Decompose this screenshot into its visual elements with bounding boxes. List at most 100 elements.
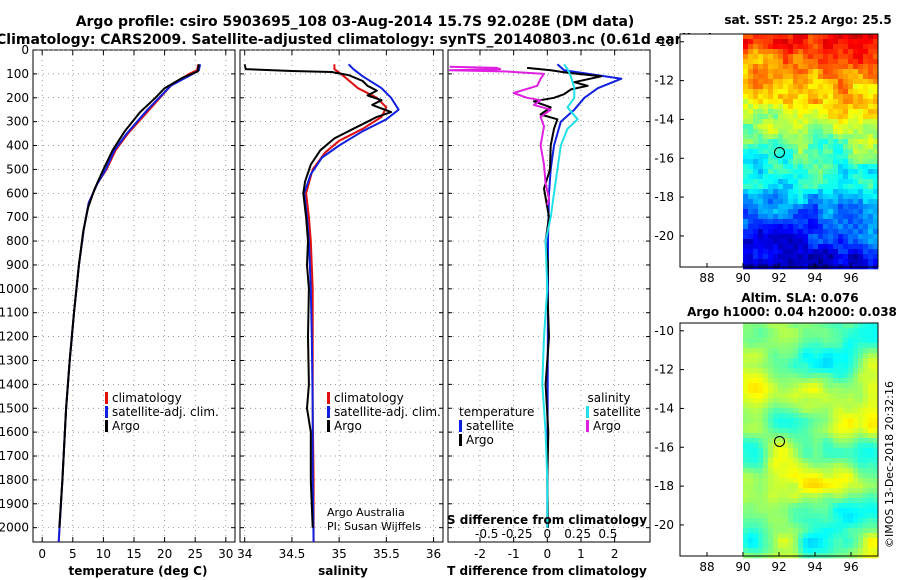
map-cell xyxy=(808,169,814,175)
map-cell xyxy=(808,453,814,459)
map-cell xyxy=(863,154,869,160)
map-cell xyxy=(778,373,784,379)
map-cell xyxy=(793,488,799,494)
map-cell xyxy=(758,428,764,434)
map-cell xyxy=(813,209,819,215)
map-cell xyxy=(858,229,864,235)
depth-tick-label: 1400 xyxy=(0,377,29,391)
map-cell xyxy=(818,159,824,165)
map-cell xyxy=(813,483,819,489)
map-cell xyxy=(868,508,874,514)
map-cell xyxy=(763,259,769,265)
map-cell xyxy=(833,124,839,130)
map-cell xyxy=(863,224,869,230)
map-cell xyxy=(858,538,864,544)
map-cell xyxy=(818,214,824,220)
map-cell xyxy=(748,134,754,140)
map-cell xyxy=(858,174,864,180)
sla-map: 88 90 92 94 96-10-12-14-16-18-20 xyxy=(654,322,879,574)
map-cell xyxy=(823,508,829,514)
map-cell xyxy=(868,234,874,240)
map-cell xyxy=(868,189,874,195)
map-cell xyxy=(793,179,799,185)
x-tick-label: 20 xyxy=(157,547,172,561)
map-cell xyxy=(828,154,834,160)
map-cell xyxy=(838,154,844,160)
map-cell xyxy=(763,428,769,434)
map-cell xyxy=(768,224,774,230)
map-cell xyxy=(743,224,749,230)
map-cell xyxy=(823,39,829,45)
map-cell xyxy=(758,104,764,110)
map-cell xyxy=(773,204,779,210)
map-cell xyxy=(868,254,874,260)
map-cell xyxy=(838,114,844,120)
map-cell xyxy=(828,448,834,454)
map-cell xyxy=(808,443,814,449)
map-cell xyxy=(843,159,849,165)
map-cell xyxy=(833,39,839,45)
map-cell xyxy=(873,114,879,120)
map-cell xyxy=(808,179,814,185)
map-cell xyxy=(783,229,789,235)
map-x-tick-label: 90 xyxy=(735,271,750,285)
map-cell xyxy=(873,189,879,195)
map-cell xyxy=(813,533,819,539)
map-cell xyxy=(798,149,804,155)
map-cell xyxy=(868,323,874,329)
map-cell xyxy=(853,99,859,105)
map-cell xyxy=(808,363,814,369)
map-cell xyxy=(803,69,809,75)
map-cell xyxy=(853,244,859,250)
map-cell xyxy=(868,543,874,549)
map-cell xyxy=(848,453,854,459)
map-cell xyxy=(743,363,749,369)
map-cell xyxy=(793,548,799,554)
map-cell xyxy=(778,99,784,105)
map-cell xyxy=(848,164,854,170)
map-cell xyxy=(833,338,839,344)
map-cell xyxy=(848,39,854,45)
map-cell xyxy=(868,338,874,344)
map-cell xyxy=(753,368,759,374)
map-cell xyxy=(753,338,759,344)
map-cell xyxy=(798,114,804,120)
map-cell xyxy=(788,49,794,55)
map-cell xyxy=(873,249,879,255)
map-cell xyxy=(753,453,759,459)
map-cell xyxy=(773,174,779,180)
map-cell xyxy=(843,54,849,60)
map-cell xyxy=(863,323,869,329)
map-cell xyxy=(868,79,874,85)
map-cell xyxy=(858,408,864,414)
map-cell xyxy=(763,503,769,509)
map-cell xyxy=(758,74,764,80)
map-cell xyxy=(808,44,814,50)
map-cell xyxy=(773,548,779,554)
map-cell xyxy=(793,59,799,65)
map-cell xyxy=(788,463,794,469)
map-cell xyxy=(793,418,799,424)
map-cell xyxy=(823,114,829,120)
map-cell xyxy=(813,104,819,110)
map-cell xyxy=(798,204,804,210)
map-cell xyxy=(793,508,799,514)
map-cell xyxy=(758,533,764,539)
map-cell xyxy=(768,398,774,404)
map-cell xyxy=(778,493,784,499)
map-cell xyxy=(873,463,879,469)
map-cell xyxy=(808,154,814,160)
map-cell xyxy=(758,458,764,464)
map-cell xyxy=(863,483,869,489)
x-tick-label: 5 xyxy=(69,547,77,561)
map-cell xyxy=(873,538,879,544)
map-cell xyxy=(743,408,749,414)
map-x-tick-label: 96 xyxy=(843,560,858,574)
map-cell xyxy=(778,478,784,484)
map-cell xyxy=(808,184,814,190)
map-cell xyxy=(773,34,779,40)
map-cell xyxy=(768,254,774,260)
map-cell xyxy=(813,473,819,479)
map-cell xyxy=(783,209,789,215)
map-cell xyxy=(808,433,814,439)
